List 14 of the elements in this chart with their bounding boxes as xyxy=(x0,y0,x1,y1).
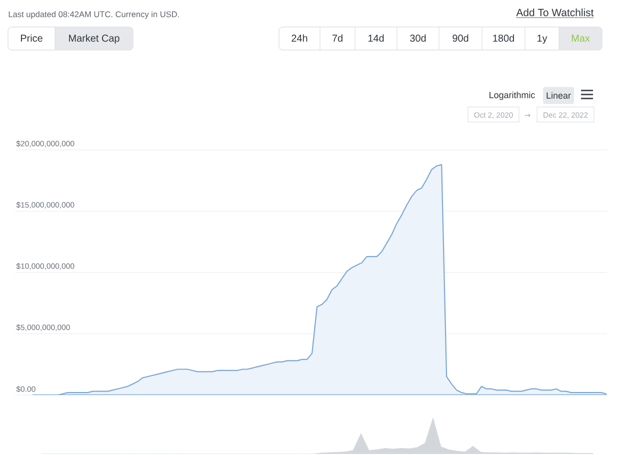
text: Market Cap xyxy=(69,34,120,44)
text: 180d xyxy=(493,34,514,42)
text: Price xyxy=(20,34,42,42)
text: 14d xyxy=(368,34,384,42)
text: 30d xyxy=(410,34,426,42)
text: 90d xyxy=(452,34,468,42)
text: 24h xyxy=(292,34,308,42)
text: 1y xyxy=(538,34,548,44)
text: Logarithmic xyxy=(490,92,535,100)
text: Linear xyxy=(546,92,571,99)
text: Last updated 08:42AM UTC. Currency in USD. xyxy=(8,11,179,19)
text: Add To Watchlist xyxy=(516,8,594,16)
text: Max xyxy=(572,34,590,42)
text: 7d xyxy=(332,34,342,42)
